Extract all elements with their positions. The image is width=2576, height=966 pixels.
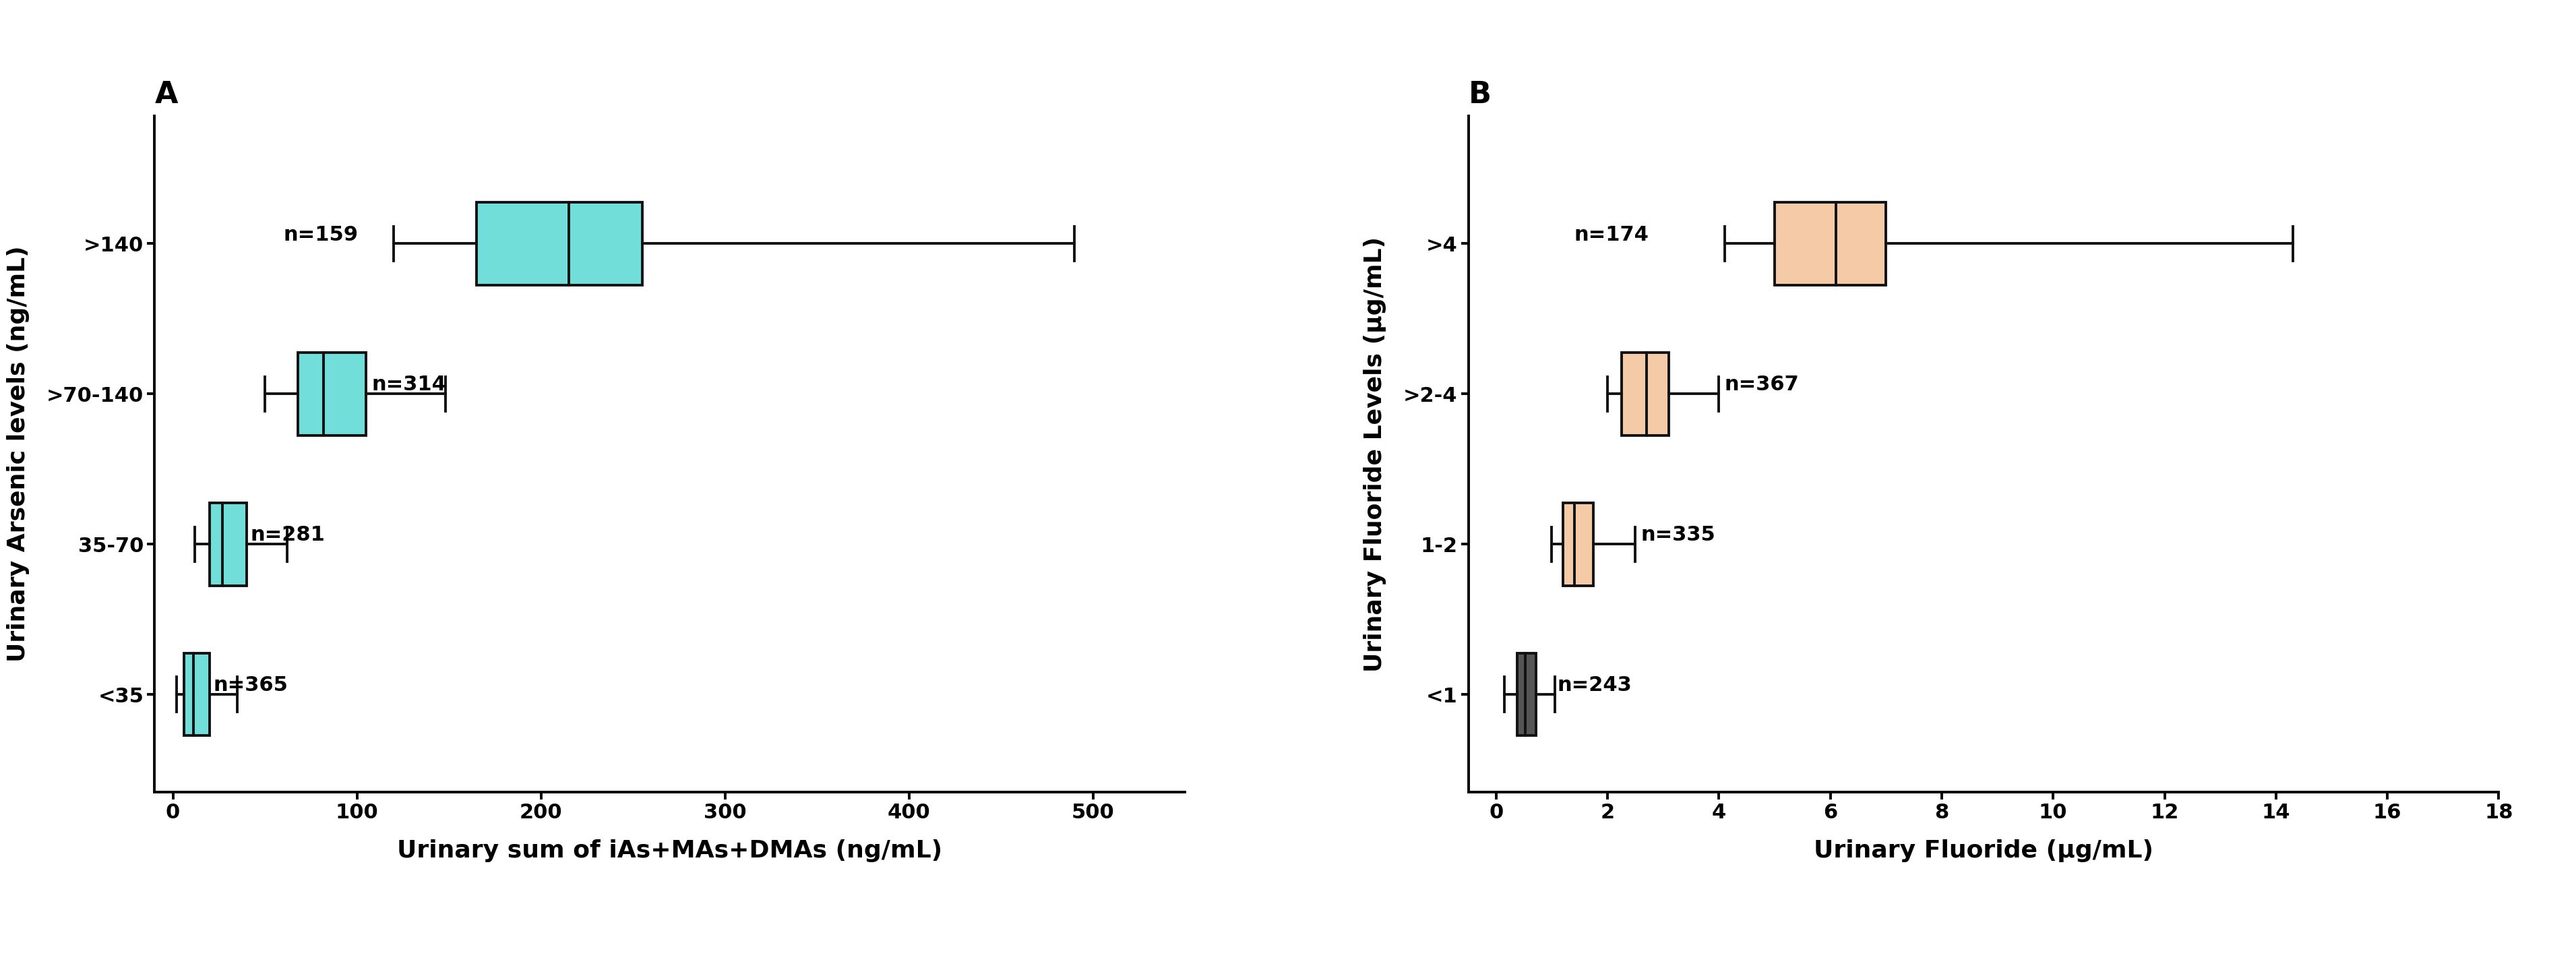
X-axis label: Urinary sum of iAs+MAs+DMAs (ng/mL): Urinary sum of iAs+MAs+DMAs (ng/mL) xyxy=(397,839,943,863)
Text: n=314: n=314 xyxy=(371,375,446,395)
Text: n=243: n=243 xyxy=(1558,675,1633,696)
Text: A: A xyxy=(155,80,178,109)
Text: n=365: n=365 xyxy=(214,675,289,696)
Bar xyxy=(299,353,366,436)
Bar xyxy=(183,653,209,736)
Text: n=174: n=174 xyxy=(1574,225,1649,244)
Text: n=367: n=367 xyxy=(1723,375,1798,395)
Text: B: B xyxy=(1468,80,1492,109)
Bar xyxy=(1775,202,1886,285)
Bar xyxy=(1620,353,1669,436)
Text: n=281: n=281 xyxy=(250,526,325,545)
Bar xyxy=(1564,503,1595,585)
Bar xyxy=(209,503,247,585)
Text: n=335: n=335 xyxy=(1641,526,1716,545)
X-axis label: Urinary Fluoride (μg/mL): Urinary Fluoride (μg/mL) xyxy=(1814,839,2154,863)
Bar xyxy=(1517,653,1535,736)
Y-axis label: Urinary Arsenic levels (ng/mL): Urinary Arsenic levels (ng/mL) xyxy=(8,245,31,663)
Text: n=159: n=159 xyxy=(283,225,358,244)
Bar xyxy=(477,202,641,285)
Y-axis label: Urinary Fluoride Levels (μg/mL): Urinary Fluoride Levels (μg/mL) xyxy=(1363,237,1386,671)
